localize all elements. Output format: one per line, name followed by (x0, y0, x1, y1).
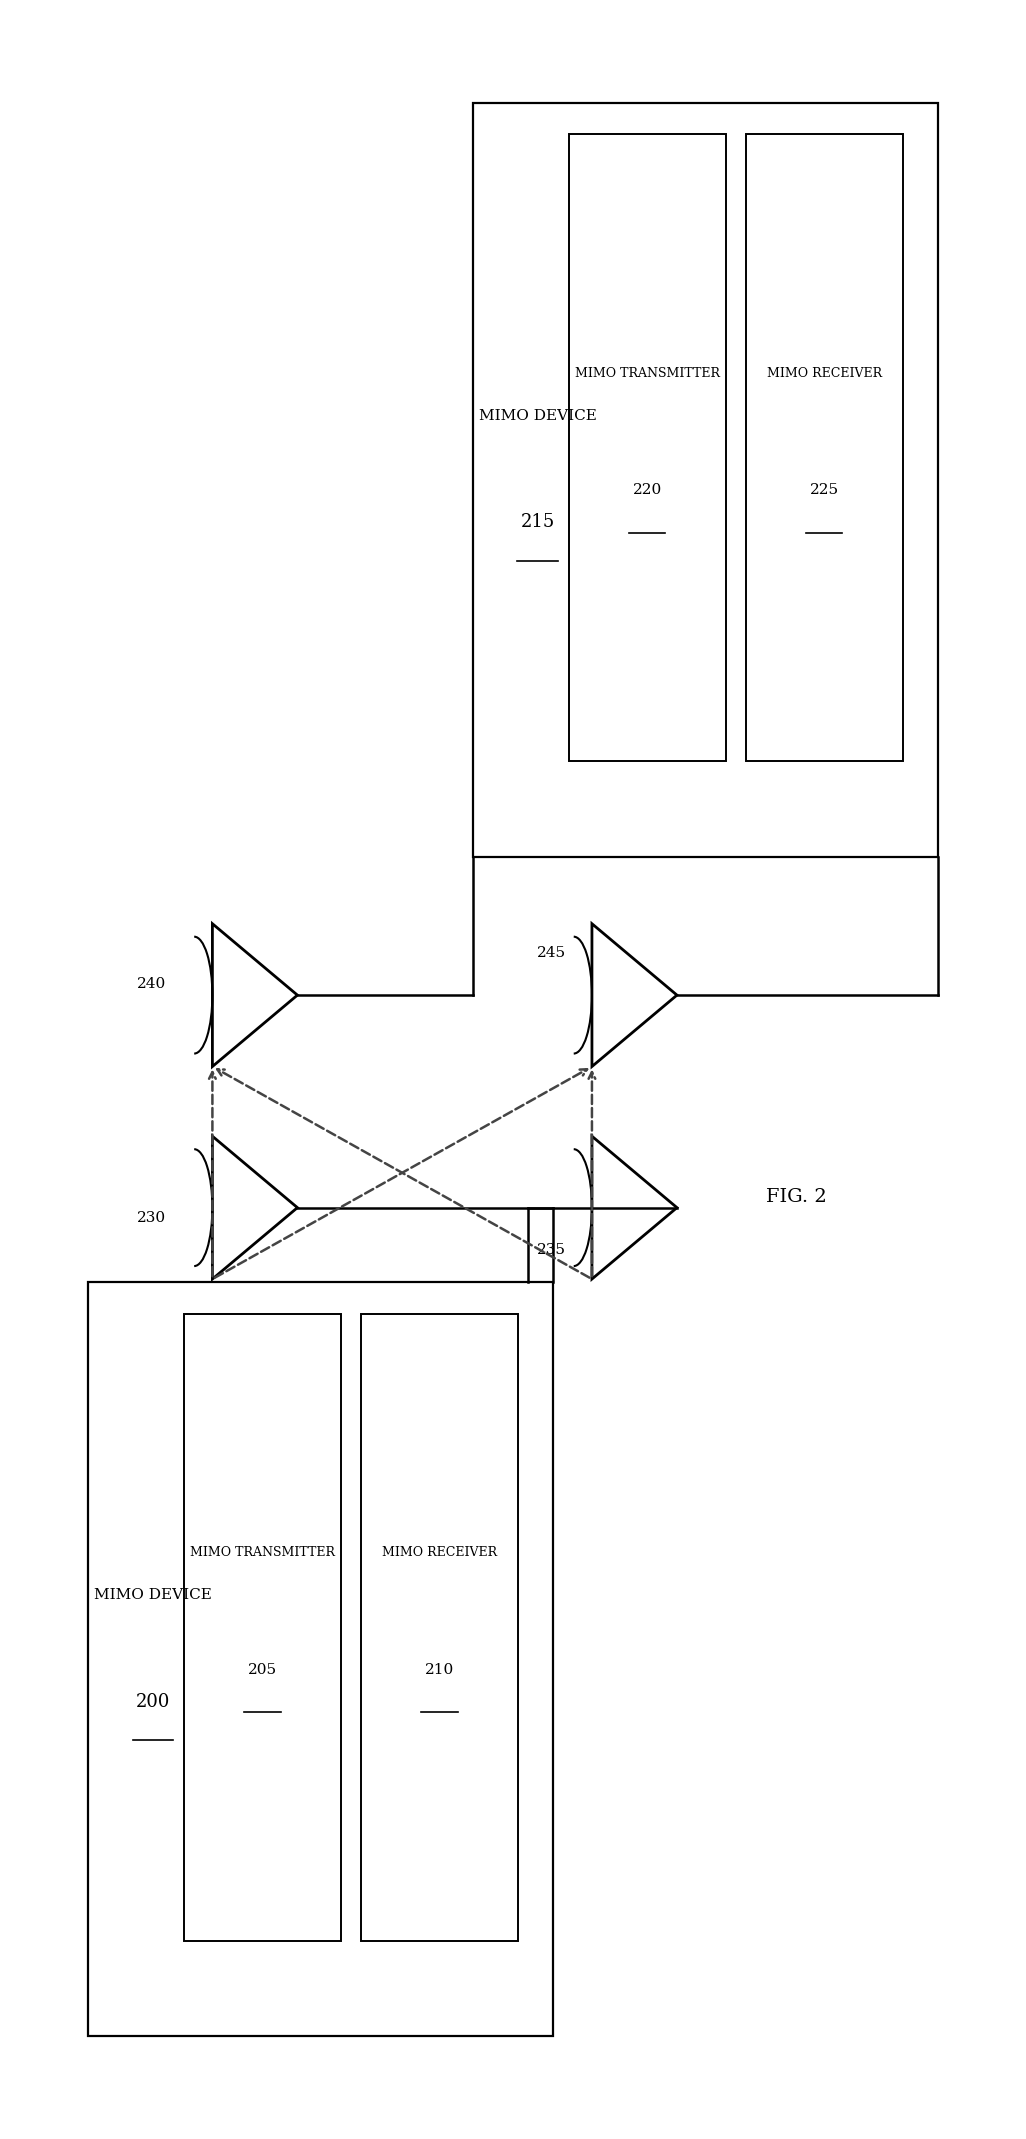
Text: 215: 215 (520, 513, 555, 530)
Bar (473, 103, 938, 858)
Text: 240: 240 (137, 978, 166, 992)
Text: 225: 225 (810, 483, 839, 498)
Text: MIMO DEVICE: MIMO DEVICE (479, 409, 597, 424)
Text: FIG. 2: FIG. 2 (766, 1187, 827, 1206)
Text: 235: 235 (537, 1243, 566, 1258)
Bar (568, 135, 725, 761)
Bar (361, 1313, 518, 1940)
Text: MIMO TRANSMITTER: MIMO TRANSMITTER (190, 1546, 336, 1559)
Text: MIMO RECEIVER: MIMO RECEIVER (766, 368, 881, 381)
Text: MIMO TRANSMITTER: MIMO TRANSMITTER (575, 368, 719, 381)
Text: 220: 220 (632, 483, 662, 498)
Text: 205: 205 (248, 1662, 277, 1677)
Text: 200: 200 (135, 1692, 170, 1711)
Bar (184, 1313, 341, 1940)
Text: 210: 210 (425, 1662, 455, 1677)
Text: MIMO RECEIVER: MIMO RECEIVER (382, 1546, 498, 1559)
Bar (88, 1281, 553, 2036)
Text: 245: 245 (537, 945, 566, 960)
Text: 230: 230 (137, 1211, 166, 1226)
Bar (746, 135, 903, 761)
Text: MIMO DEVICE: MIMO DEVICE (94, 1589, 212, 1602)
